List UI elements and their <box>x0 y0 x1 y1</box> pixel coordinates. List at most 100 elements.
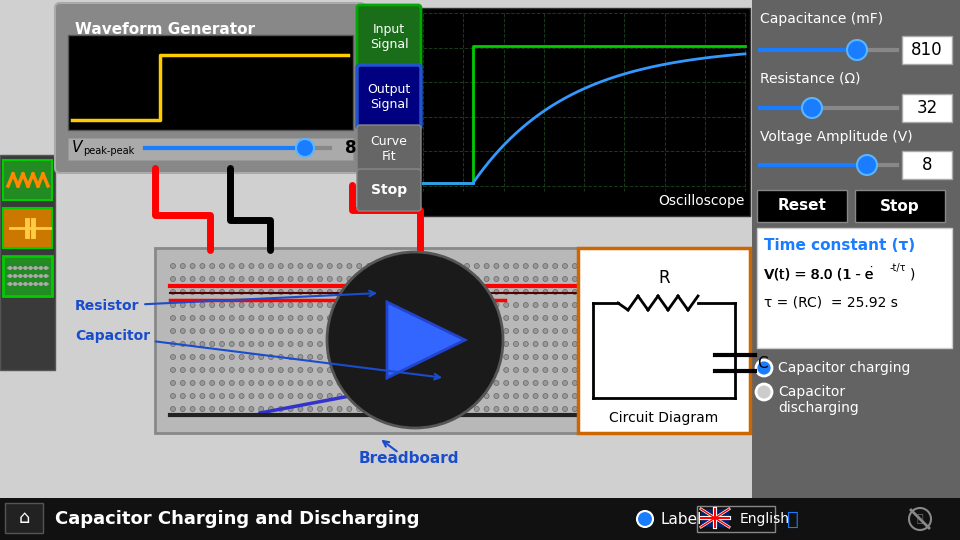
Circle shape <box>514 368 518 373</box>
Text: ⛶: ⛶ <box>787 510 799 529</box>
Circle shape <box>171 407 176 411</box>
Circle shape <box>23 266 28 270</box>
Circle shape <box>34 282 37 286</box>
Circle shape <box>367 315 372 321</box>
Circle shape <box>690 381 695 386</box>
Circle shape <box>200 354 204 360</box>
Text: Resistor: Resistor <box>75 291 375 313</box>
Circle shape <box>406 276 411 281</box>
Circle shape <box>572 407 577 411</box>
Circle shape <box>308 381 313 386</box>
Circle shape <box>455 354 460 360</box>
Circle shape <box>13 274 17 278</box>
FancyBboxPatch shape <box>3 160 52 200</box>
Circle shape <box>631 302 636 307</box>
Circle shape <box>171 381 176 386</box>
Text: Stop: Stop <box>371 183 407 197</box>
Circle shape <box>543 354 548 360</box>
Circle shape <box>612 302 616 307</box>
Circle shape <box>278 315 283 321</box>
Circle shape <box>700 381 705 386</box>
Circle shape <box>278 276 283 281</box>
Text: discharging: discharging <box>778 401 859 415</box>
Circle shape <box>700 394 705 399</box>
Circle shape <box>249 381 253 386</box>
Circle shape <box>514 341 518 347</box>
Circle shape <box>474 381 479 386</box>
Circle shape <box>425 302 430 307</box>
Circle shape <box>298 289 303 294</box>
Circle shape <box>572 302 577 307</box>
Circle shape <box>802 98 822 118</box>
Circle shape <box>425 289 430 294</box>
Circle shape <box>180 276 185 281</box>
Circle shape <box>298 276 303 281</box>
Circle shape <box>660 264 665 268</box>
Circle shape <box>700 328 705 334</box>
Circle shape <box>690 264 695 268</box>
Circle shape <box>269 315 274 321</box>
Circle shape <box>455 328 460 334</box>
Circle shape <box>504 264 509 268</box>
Circle shape <box>444 394 450 399</box>
Circle shape <box>700 354 705 360</box>
Circle shape <box>200 289 204 294</box>
Circle shape <box>553 328 558 334</box>
Circle shape <box>435 407 440 411</box>
Circle shape <box>592 264 597 268</box>
Circle shape <box>444 368 450 373</box>
Circle shape <box>406 354 411 360</box>
Circle shape <box>543 381 548 386</box>
Circle shape <box>621 381 626 386</box>
Circle shape <box>670 315 675 321</box>
Circle shape <box>582 368 588 373</box>
Circle shape <box>553 264 558 268</box>
Circle shape <box>582 289 588 294</box>
Circle shape <box>670 276 675 281</box>
Circle shape <box>651 264 656 268</box>
Circle shape <box>582 407 588 411</box>
Circle shape <box>602 302 607 307</box>
Circle shape <box>631 264 636 268</box>
Circle shape <box>465 381 469 386</box>
Circle shape <box>444 354 450 360</box>
Circle shape <box>278 381 283 386</box>
Text: V(t) = 8.0 (1 - $\mathrm{\dot{e}}$: V(t) = 8.0 (1 - $\mathrm{\dot{e}}$ <box>764 265 875 282</box>
Circle shape <box>308 394 313 399</box>
Circle shape <box>269 276 274 281</box>
Circle shape <box>572 264 577 268</box>
Circle shape <box>416 264 420 268</box>
Text: Output
Signal: Output Signal <box>368 83 411 111</box>
Circle shape <box>651 328 656 334</box>
Circle shape <box>670 302 675 307</box>
Circle shape <box>660 381 665 386</box>
Circle shape <box>278 264 283 268</box>
Circle shape <box>602 264 607 268</box>
Text: Resistance (Ω): Resistance (Ω) <box>760 72 860 86</box>
Circle shape <box>523 328 528 334</box>
Circle shape <box>200 315 204 321</box>
Circle shape <box>641 276 646 281</box>
Circle shape <box>278 368 283 373</box>
Circle shape <box>484 289 489 294</box>
Circle shape <box>416 328 420 334</box>
Circle shape <box>474 315 479 321</box>
Circle shape <box>523 381 528 386</box>
Circle shape <box>651 394 656 399</box>
Circle shape <box>239 368 244 373</box>
Text: Waveform Generator: Waveform Generator <box>75 22 255 37</box>
Circle shape <box>357 368 362 373</box>
Circle shape <box>347 302 352 307</box>
Circle shape <box>18 266 22 270</box>
Circle shape <box>455 315 460 321</box>
Circle shape <box>200 264 204 268</box>
Circle shape <box>357 302 362 307</box>
Circle shape <box>278 328 283 334</box>
Circle shape <box>474 264 479 268</box>
Circle shape <box>357 341 362 347</box>
Circle shape <box>553 302 558 307</box>
FancyBboxPatch shape <box>357 5 421 69</box>
Text: R: R <box>659 269 670 287</box>
Circle shape <box>8 274 12 278</box>
Circle shape <box>318 276 323 281</box>
